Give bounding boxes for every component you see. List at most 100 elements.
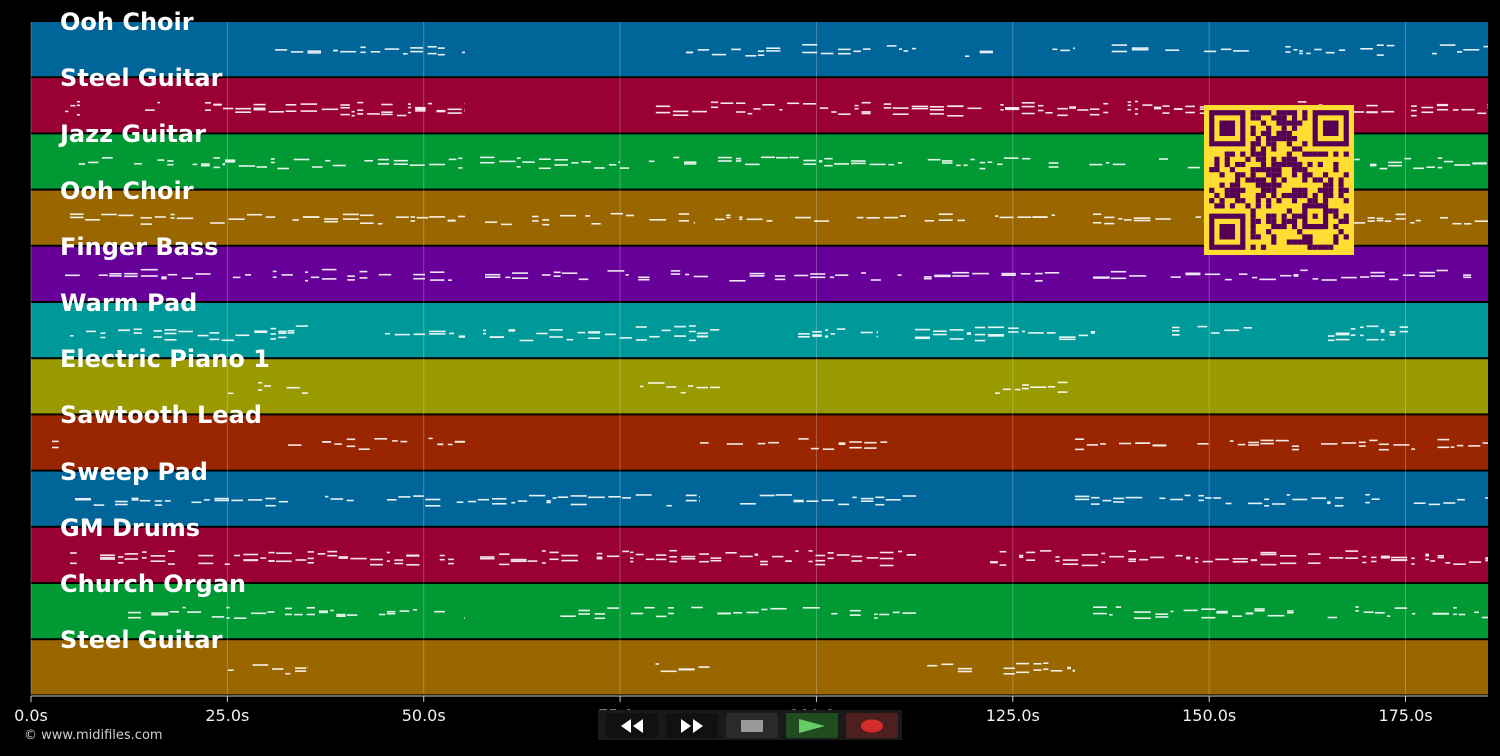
note xyxy=(1008,331,1019,333)
note xyxy=(760,560,768,563)
note xyxy=(1432,613,1449,615)
note xyxy=(559,214,576,217)
track-lane[interactable] xyxy=(31,303,1488,358)
note xyxy=(245,274,251,276)
note xyxy=(1425,555,1429,557)
note xyxy=(1280,562,1297,565)
note xyxy=(386,612,396,615)
note xyxy=(570,495,587,497)
track-lane[interactable] xyxy=(31,359,1488,414)
note xyxy=(883,107,892,109)
note xyxy=(499,563,510,566)
track-lane[interactable] xyxy=(31,471,1488,526)
note xyxy=(729,280,746,282)
note xyxy=(1329,557,1344,559)
note xyxy=(970,158,975,161)
note xyxy=(838,52,851,55)
track-lane[interactable] xyxy=(31,415,1488,470)
note xyxy=(140,223,152,225)
note xyxy=(161,276,167,278)
note xyxy=(1113,501,1125,503)
play-button[interactable] xyxy=(786,713,838,738)
note xyxy=(224,563,230,565)
note xyxy=(86,330,96,333)
note xyxy=(1115,606,1122,608)
note xyxy=(321,108,339,111)
note xyxy=(399,610,410,612)
note xyxy=(655,111,671,114)
note xyxy=(161,277,167,280)
note xyxy=(1123,219,1132,221)
note xyxy=(967,107,982,110)
note xyxy=(542,223,550,226)
note xyxy=(1055,556,1060,558)
note xyxy=(1111,44,1128,46)
note xyxy=(995,392,1000,394)
note xyxy=(1411,109,1417,112)
note xyxy=(285,672,291,675)
note xyxy=(717,612,731,615)
note xyxy=(225,161,236,163)
note xyxy=(427,52,437,55)
note xyxy=(386,560,390,562)
note xyxy=(1378,448,1389,451)
note xyxy=(820,52,834,55)
note xyxy=(1067,667,1071,670)
note xyxy=(378,613,386,616)
note xyxy=(191,501,202,504)
stop-button[interactable] xyxy=(726,713,778,738)
note xyxy=(655,615,667,618)
note xyxy=(1411,557,1415,560)
note xyxy=(1133,217,1151,219)
note xyxy=(1437,438,1450,441)
note xyxy=(554,159,568,161)
note xyxy=(1413,502,1426,504)
note xyxy=(134,163,142,165)
note xyxy=(1037,104,1044,107)
fast-forward-button[interactable] xyxy=(666,713,718,738)
track-lane[interactable] xyxy=(31,22,1488,77)
note xyxy=(700,442,709,444)
track-lane[interactable] xyxy=(31,527,1488,582)
note xyxy=(1321,443,1338,445)
note xyxy=(1154,106,1162,109)
note xyxy=(1090,331,1095,333)
note xyxy=(974,326,986,329)
note xyxy=(176,217,194,220)
track-name-label: Church Organ xyxy=(60,570,246,598)
note xyxy=(1370,275,1385,277)
note xyxy=(386,499,397,501)
note xyxy=(924,220,935,222)
note xyxy=(684,163,697,165)
rewind-button[interactable] xyxy=(606,713,658,738)
note xyxy=(100,558,115,560)
track-lane[interactable] xyxy=(31,640,1488,695)
note xyxy=(437,53,445,56)
track-name-label: Finger Bass xyxy=(60,232,219,261)
note xyxy=(608,164,617,166)
track-lane[interactable] xyxy=(31,584,1488,639)
note xyxy=(638,278,650,281)
note xyxy=(330,609,334,612)
note xyxy=(1380,331,1385,333)
note xyxy=(670,270,681,272)
note xyxy=(561,554,578,557)
note xyxy=(1150,556,1165,559)
note xyxy=(1048,166,1059,168)
note xyxy=(532,215,539,218)
note xyxy=(243,553,259,556)
note xyxy=(810,447,819,450)
note xyxy=(295,559,307,561)
note xyxy=(1062,559,1079,561)
note xyxy=(1387,615,1391,617)
note xyxy=(1248,502,1263,505)
note xyxy=(327,554,338,557)
note xyxy=(684,161,697,163)
record-button[interactable] xyxy=(846,713,898,738)
note xyxy=(101,213,117,216)
note xyxy=(340,106,350,109)
note xyxy=(1003,673,1015,675)
note xyxy=(1260,442,1274,445)
note xyxy=(454,441,465,443)
